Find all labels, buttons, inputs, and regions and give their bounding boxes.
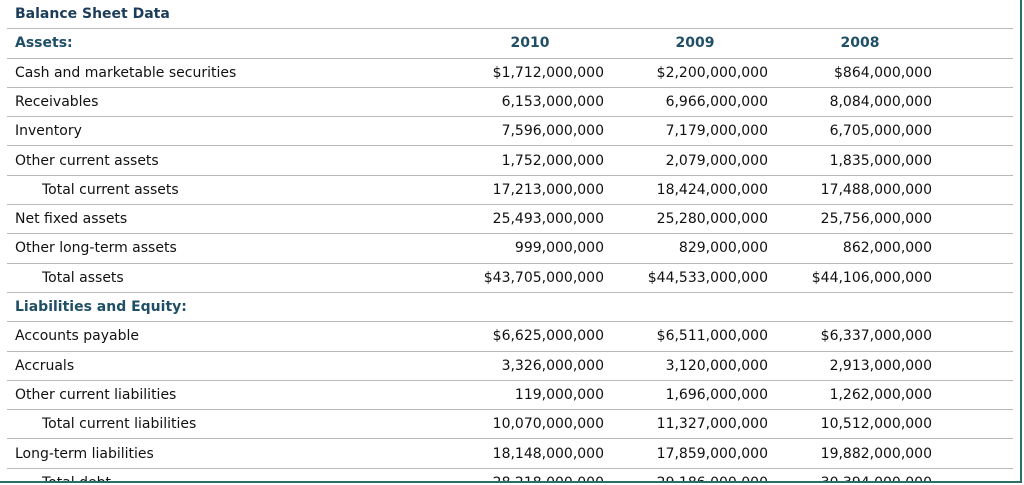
table-row: Cash and marketable securities $1,712,000… bbox=[7, 59, 1013, 88]
column-header: 2009 bbox=[675, 35, 715, 52]
row-label: Other current liabilities bbox=[15, 386, 177, 403]
row-label: Inventory bbox=[15, 123, 82, 140]
cell-value: 3,326,000,000 bbox=[501, 357, 604, 374]
cell-value: 8,084,000,000 bbox=[829, 93, 932, 110]
cell-value: 18,148,000,000 bbox=[492, 445, 604, 462]
table-row: Total assets $43,705,000,000 $44,533,000,0… bbox=[7, 264, 1013, 293]
cell-value: 18,424,000,000 bbox=[656, 181, 768, 198]
cell-value: 3,120,000,000 bbox=[665, 357, 768, 374]
table-row: Liabilities and Equity: bbox=[7, 293, 1013, 323]
cell-value: 999,000,000 bbox=[514, 240, 604, 257]
table-title: Balance Sheet Data bbox=[15, 6, 170, 22]
row-label: Other long-term assets bbox=[15, 240, 177, 257]
cell-value: 17,859,000,000 bbox=[656, 445, 768, 462]
table-row: Total current liabilities 10,070,000,000 1… bbox=[7, 410, 1013, 440]
table-row: Net fixed assets 25,493,000,000 25,280,000… bbox=[7, 205, 1013, 235]
cell-value: $44,106,000,000 bbox=[811, 269, 932, 286]
table-row: Other current liabilities 119,000,000 1,69… bbox=[7, 381, 1013, 411]
cell-value: 1,262,000,000 bbox=[829, 386, 932, 403]
column-header: 2010 bbox=[510, 35, 550, 52]
cell-value: $6,337,000,000 bbox=[820, 328, 932, 345]
cell-value: 6,153,000,000 bbox=[501, 93, 604, 110]
cell-value: 7,596,000,000 bbox=[501, 123, 604, 140]
cell-value: 19,882,000,000 bbox=[820, 445, 932, 462]
table-row: Other long-term assets 999,000,000 829,000… bbox=[7, 234, 1013, 264]
row-label: Accruals bbox=[15, 357, 75, 374]
cell-value: 25,280,000,000 bbox=[656, 211, 768, 228]
cell-value: 30,394,000,000 bbox=[820, 474, 932, 483]
table-row: Long-term liabilities 18,148,000,000 17,85… bbox=[7, 440, 1013, 469]
cell-value: 10,070,000,000 bbox=[492, 416, 604, 433]
row-label: Other current assets bbox=[15, 152, 159, 169]
cell-value: 17,213,000,000 bbox=[492, 181, 604, 198]
cell-value: 25,493,000,000 bbox=[492, 211, 604, 228]
row-label: Net fixed assets bbox=[15, 211, 128, 228]
cell-value: $864,000,000 bbox=[834, 64, 932, 81]
table-row: Inventory 7,596,000,000 7,179,000,000 6,705… bbox=[7, 117, 1013, 147]
cell-value: 7,179,000,000 bbox=[665, 123, 768, 140]
section-heading: Assets: bbox=[15, 35, 73, 52]
row-label: Total assets bbox=[42, 269, 124, 286]
row-label: Long-term liabilities bbox=[15, 445, 154, 462]
row-label: Total current assets bbox=[42, 181, 179, 198]
cell-value: $6,625,000,000 bbox=[492, 328, 604, 345]
cell-value: 6,966,000,000 bbox=[665, 93, 768, 110]
table-row: Total debt 28,218,000,000 29,186,000,000 30… bbox=[7, 469, 1013, 483]
row-label: Accounts payable bbox=[15, 328, 139, 345]
table-row: Other current assets 1,752,000,000 2,079,0… bbox=[7, 147, 1013, 176]
cell-value: $6,511,000,000 bbox=[656, 328, 768, 345]
row-label: Receivables bbox=[15, 93, 99, 110]
table-row: Accruals 3,326,000,000 3,120,000,000 2,913,… bbox=[7, 352, 1013, 381]
table-row: Assets: 2010 2009 2008 bbox=[7, 29, 1013, 59]
cell-value: $44,533,000,000 bbox=[647, 269, 768, 286]
cell-value: 6,705,000,000 bbox=[829, 123, 932, 140]
cell-value: 11,327,000,000 bbox=[656, 416, 768, 433]
cell-value: 2,079,000,000 bbox=[665, 152, 768, 169]
cell-value: $2,200,000,000 bbox=[656, 64, 768, 81]
table-row: Accounts payable $6,625,000,000 $6,511,000… bbox=[7, 322, 1013, 352]
table-row: Receivables 6,153,000,000 6,966,000,000 8,0… bbox=[7, 88, 1013, 118]
cell-value: 2,913,000,000 bbox=[829, 357, 932, 374]
cell-value: 10,512,000,000 bbox=[820, 416, 932, 433]
cell-value: 1,752,000,000 bbox=[501, 152, 604, 169]
cell-value: 1,696,000,000 bbox=[665, 386, 768, 403]
row-label: Total current liabilities bbox=[42, 416, 197, 433]
cell-value: 17,488,000,000 bbox=[820, 181, 932, 198]
column-header: 2008 bbox=[840, 35, 880, 52]
row-label: Total debt bbox=[42, 474, 112, 483]
row-label: Cash and marketable securities bbox=[15, 64, 237, 81]
cell-value: $1,712,000,000 bbox=[492, 64, 604, 81]
cell-value: 829,000,000 bbox=[678, 240, 768, 257]
cell-value: 119,000,000 bbox=[514, 386, 604, 403]
cell-value: 1,835,000,000 bbox=[829, 152, 932, 169]
table-row: Total current assets 17,213,000,000 18,424… bbox=[7, 176, 1013, 206]
cell-value: 29,186,000,000 bbox=[656, 474, 768, 483]
cell-value: $43,705,000,000 bbox=[483, 269, 604, 286]
cell-value: 28,218,000,000 bbox=[492, 474, 604, 483]
table-row: Balance Sheet Data bbox=[7, 0, 1013, 30]
cell-value: 25,756,000,000 bbox=[820, 211, 932, 228]
section-heading: Liabilities and Equity: bbox=[15, 299, 187, 315]
cell-value: 862,000,000 bbox=[842, 240, 932, 257]
